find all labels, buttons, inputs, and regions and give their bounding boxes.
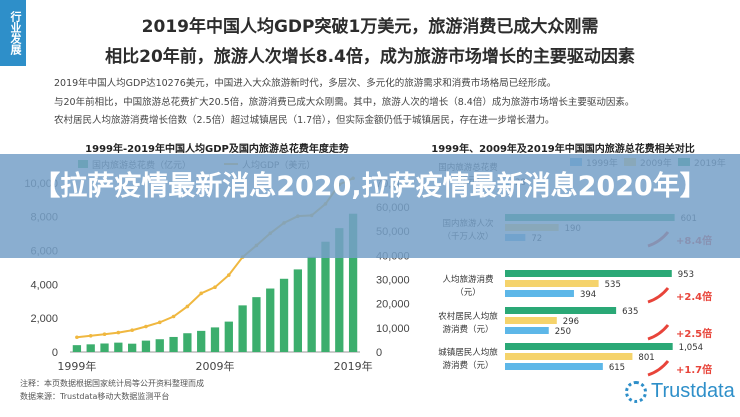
description-line: 与20年前相比，中国旅游总花费扩大20.5倍，旅游消费已成大众刚需。其中，旅游人… [54, 97, 635, 108]
data-source: 数据来源：Trustdata移动大数据监测平台 [20, 392, 170, 401]
compare-bar [505, 317, 557, 324]
overlay-banner [0, 154, 740, 258]
spend-bar [335, 228, 344, 352]
bar-value-label: 635 [622, 307, 638, 317]
gdp-point [213, 285, 217, 290]
spend-bar [279, 278, 289, 352]
category-label: 农村居民人均旅 [438, 311, 498, 322]
spend-bar [266, 288, 275, 352]
gdp-point [102, 332, 107, 336]
logo-text: Trustdata [651, 380, 735, 402]
growth-label: +2.4倍 [676, 290, 712, 303]
trustdata-logo: Trustdata [625, 380, 735, 403]
spend-bar [210, 327, 220, 352]
left-y-tick-label: 0 [52, 347, 58, 359]
spend-bar [348, 213, 358, 352]
left-chart-title: 1999年-2019年中国人均GDP及国内旅游总花费年度走势 [85, 144, 349, 155]
gdp-point [185, 304, 190, 309]
compare-bar [505, 343, 673, 350]
spend-bar [86, 344, 95, 352]
growth-arrow [647, 360, 670, 377]
bar-value-label: 801 [638, 353, 654, 363]
spend-bar [128, 343, 137, 352]
gdp-point [116, 330, 121, 335]
compare-bar [505, 307, 617, 314]
spend-bar [141, 340, 151, 352]
spend-bar [183, 333, 192, 352]
description-line: 2019年中国人均GDP达10276美元，中国进入大众旅游新时代，多层次、多元化… [54, 78, 557, 89]
spend-bar [307, 256, 316, 352]
gdp-point [227, 273, 231, 277]
spend-bar [293, 269, 302, 352]
side-tag: 行业发展 [0, 0, 26, 66]
growth-arrow [647, 324, 670, 341]
compare-bar [505, 363, 603, 370]
right-y-tick-label: 10,000 [376, 323, 410, 335]
gdp-point [88, 333, 93, 338]
spend-bar [100, 343, 109, 352]
gdp-point [157, 320, 162, 325]
spend-bar [224, 321, 233, 352]
description-line: 农村居民人均旅游消费增长倍数（2.5倍）超过城镇居民（1.7倍），但实际金额仍低… [54, 115, 555, 126]
page-subtitle: 相比20年前，旅游人次增长8.4倍，成为旅游市场增长的主要驱动因素 [105, 47, 635, 67]
compare-bar [505, 353, 633, 360]
right-y-tick-label: 0 [376, 347, 382, 359]
growth-label: +1.7倍 [676, 363, 712, 376]
spend-bar [155, 339, 164, 352]
bar-value-label: 615 [609, 363, 625, 373]
right-y-tick-label: 30,000 [376, 275, 410, 287]
spend-bar [72, 345, 82, 352]
category-label: （元） [455, 287, 481, 298]
bar-value-label: 250 [555, 327, 571, 337]
category-label: 游消费（元） [442, 360, 493, 371]
x-tick-label: 2009年 [196, 359, 235, 373]
spend-bar [114, 342, 123, 352]
category-label: 城镇居民人均旅 [438, 347, 498, 358]
left-y-tick-label: 4,000 [30, 279, 58, 291]
right-y-tick-label: 20,000 [376, 299, 410, 311]
bar-value-label: 953 [678, 270, 694, 280]
page-title: 2019年中国人均GDP突破1万美元，旅游消费已成大众刚需 [141, 17, 599, 37]
spend-bar [197, 330, 206, 352]
growth-arrow [647, 287, 670, 304]
logo-icon [625, 380, 647, 403]
overlay-banner-text: 【拉萨疫情最新消息2020,拉萨疫情最新消息2020年】 [33, 171, 707, 202]
bar-value-label: 1,054 [679, 343, 703, 353]
bar-value-label: 535 [605, 280, 621, 290]
compare-bar [505, 280, 599, 287]
gdp-point [144, 324, 148, 329]
compare-bar [505, 327, 549, 334]
bar-value-label: 296 [563, 317, 579, 327]
spend-bar [238, 305, 247, 352]
gdp-point [75, 335, 79, 340]
compare-bar [505, 290, 574, 297]
spend-bar [321, 241, 330, 352]
gdp-point [130, 328, 134, 333]
x-tick-label: 1999年 [57, 359, 96, 373]
category-label: 人均旅游消费 [442, 274, 494, 285]
spend-bar [169, 336, 178, 352]
x-tick-label: 2019年 [334, 359, 373, 373]
gdp-point [171, 314, 176, 319]
right-chart-title: 1999年、2009年及2019年中国国内旅游总花费相关对比 [431, 144, 695, 155]
category-label: 游消费（元） [442, 324, 493, 335]
growth-label: +2.5倍 [676, 327, 712, 340]
footnote: 注释：本页数据根据国家统计局等公开资料整理而成 [20, 379, 204, 388]
left-y-tick-label: 2,000 [30, 313, 58, 325]
spend-bar [252, 297, 261, 352]
bar-value-label: 394 [580, 290, 596, 300]
compare-bar [505, 270, 672, 277]
gdp-point [199, 291, 203, 296]
